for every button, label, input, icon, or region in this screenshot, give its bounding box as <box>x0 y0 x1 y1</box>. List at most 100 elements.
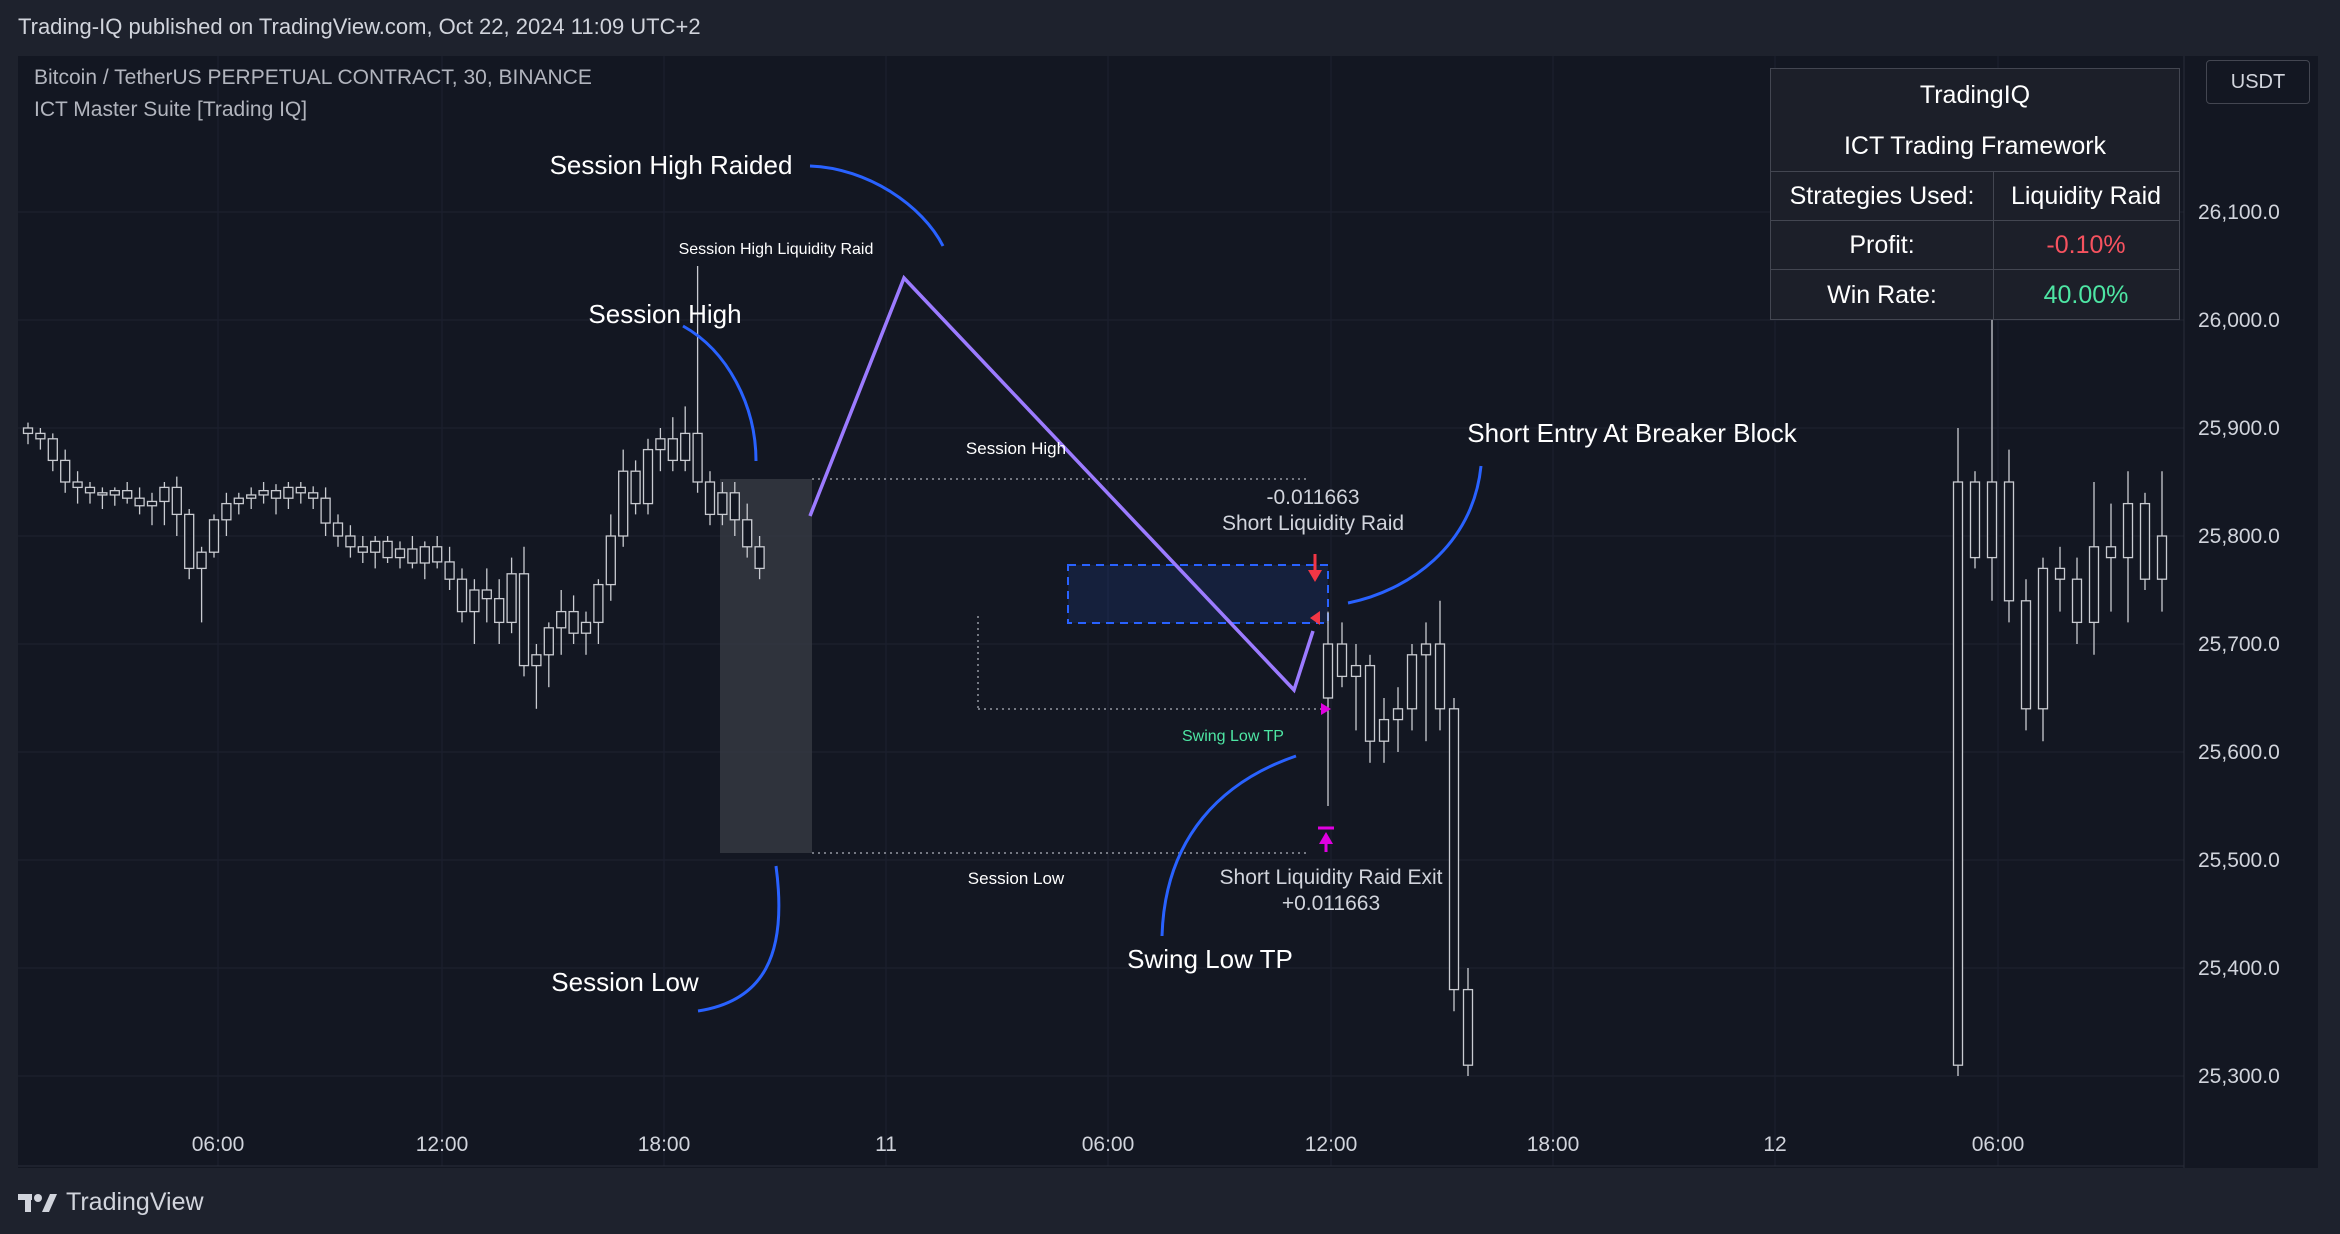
candle <box>1986 320 1998 601</box>
candle <box>72 471 83 504</box>
candles <box>22 266 2168 1076</box>
candle <box>469 579 480 644</box>
candle <box>221 492 232 536</box>
session-low-small-label: Session Low <box>968 869 1065 888</box>
candle <box>134 487 145 515</box>
breaker-block <box>1067 564 1329 624</box>
candle <box>655 428 666 472</box>
exit-value-label: +0.011663 <box>1282 892 1380 915</box>
candle <box>122 482 133 504</box>
time-tick-label: 12:00 <box>416 1133 469 1156</box>
tp-marker <box>1321 703 1331 715</box>
session-high-liquidity-raid-label: Session High Liquidity Raid <box>679 241 874 258</box>
candle <box>295 482 306 504</box>
candle <box>605 514 616 601</box>
stats-subtitle-row: ICT Trading Framework <box>1771 121 2179 171</box>
price-tick-label: 26,100.0 <box>2198 201 2280 224</box>
publish-header: Trading-IQ published on TradingView.com,… <box>0 0 2340 56</box>
candle <box>394 541 406 569</box>
candle <box>2020 579 2032 731</box>
annotation-curve-entry <box>1347 465 1483 605</box>
time-tick-label: 06:00 <box>1972 1133 2025 1156</box>
candle <box>1364 654 1376 763</box>
candle <box>667 417 678 472</box>
time-tick-label: 06:00 <box>192 1133 245 1156</box>
candle <box>1462 968 1474 1076</box>
session-high-annotation: Session High <box>588 299 741 329</box>
candle <box>642 438 654 515</box>
candle <box>2122 471 2134 623</box>
tradingview-logo-icon <box>18 1193 57 1212</box>
candle <box>283 482 294 509</box>
candle <box>308 486 319 509</box>
candle <box>432 536 443 569</box>
candle <box>2105 503 2117 612</box>
candle <box>754 536 765 580</box>
candle <box>159 482 170 526</box>
candle <box>2139 492 2151 590</box>
footer-bar: TradingView <box>0 1168 2340 1234</box>
candle <box>481 568 492 623</box>
candle <box>568 595 579 644</box>
price-tick-label: 25,500.0 <box>2198 849 2280 872</box>
candle <box>35 428 46 450</box>
candle <box>1420 622 1432 742</box>
up-arrow-icon <box>1318 826 1334 852</box>
chart-canvas[interactable]: Session High Liquidity Raid Session High… <box>18 56 2318 1168</box>
candle <box>1350 644 1362 731</box>
candle <box>506 557 517 634</box>
candle <box>1969 471 1981 569</box>
candle <box>2156 471 2168 612</box>
symbol-legend[interactable]: Bitcoin / TetherUS PERPETUAL CONTRACT, 3… <box>34 66 592 89</box>
candle <box>184 509 195 580</box>
candle <box>233 492 244 515</box>
candle <box>1952 428 1964 1076</box>
candle <box>717 482 728 526</box>
price-tick-label: 26,000.0 <box>2198 309 2280 332</box>
exit-label: Short Liquidity Raid Exit <box>1220 866 1443 889</box>
candle <box>494 579 505 644</box>
stats-title-row: TradingIQ <box>1771 69 2179 121</box>
price-tick-label: 25,400.0 <box>2198 957 2280 980</box>
stats-title: TradingIQ <box>1919 80 2031 109</box>
candle <box>742 503 753 558</box>
price-tick-label: 25,600.0 <box>2198 741 2280 764</box>
candle <box>382 536 393 563</box>
indicator-legend[interactable]: ICT Master Suite [Trading IQ] <box>34 98 308 121</box>
price-tick-label: 25,700.0 <box>2198 633 2280 656</box>
stats-strategies-row: Strategies Used: Liquidity Raid <box>1771 171 2179 221</box>
price-tick-label: 25,800.0 <box>2198 525 2280 548</box>
session-low-annotation: Session Low <box>551 967 699 997</box>
candle <box>2003 449 2015 623</box>
candle <box>320 487 331 536</box>
candle <box>580 611 592 655</box>
candle <box>593 579 604 644</box>
time-tick-label: 18:00 <box>1527 1133 1580 1156</box>
candle <box>2088 482 2100 655</box>
candle <box>258 482 269 504</box>
profit-label: Profit: <box>1849 231 1915 259</box>
annotation-curve-tp <box>1160 754 1297 937</box>
candle <box>2054 546 2066 612</box>
candle <box>1336 622 1348 688</box>
stats-table: TradingIQ ICT Trading Framework Strategi… <box>1770 68 2180 320</box>
tradingview-brand[interactable]: TradingView <box>18 1188 204 1217</box>
candle <box>531 644 542 709</box>
candle <box>196 546 207 623</box>
strategies-value: Liquidity Raid <box>2010 182 2162 210</box>
swing-low-tp-annotation: Swing Low TP <box>1127 944 1293 974</box>
candle <box>729 482 740 536</box>
currency-button[interactable]: USDT <box>2206 60 2310 104</box>
stats-winrate-row: Win Rate: 40.00% <box>1771 269 2179 320</box>
time-axis: 06:00 12:00 18:00 11 06:00 12:00 18:00 12 06:00 <box>192 1133 2025 1156</box>
chart-pane[interactable]: Session High Liquidity Raid Session High… <box>18 56 2318 1168</box>
candle <box>1406 644 1418 731</box>
candle <box>456 568 468 623</box>
candle <box>407 536 418 569</box>
time-tick-label: 18:00 <box>638 1133 691 1156</box>
stats-profit-row: Profit: -0.10% <box>1771 220 2179 270</box>
candle <box>630 460 641 515</box>
candle <box>47 433 58 472</box>
candle <box>270 484 282 515</box>
